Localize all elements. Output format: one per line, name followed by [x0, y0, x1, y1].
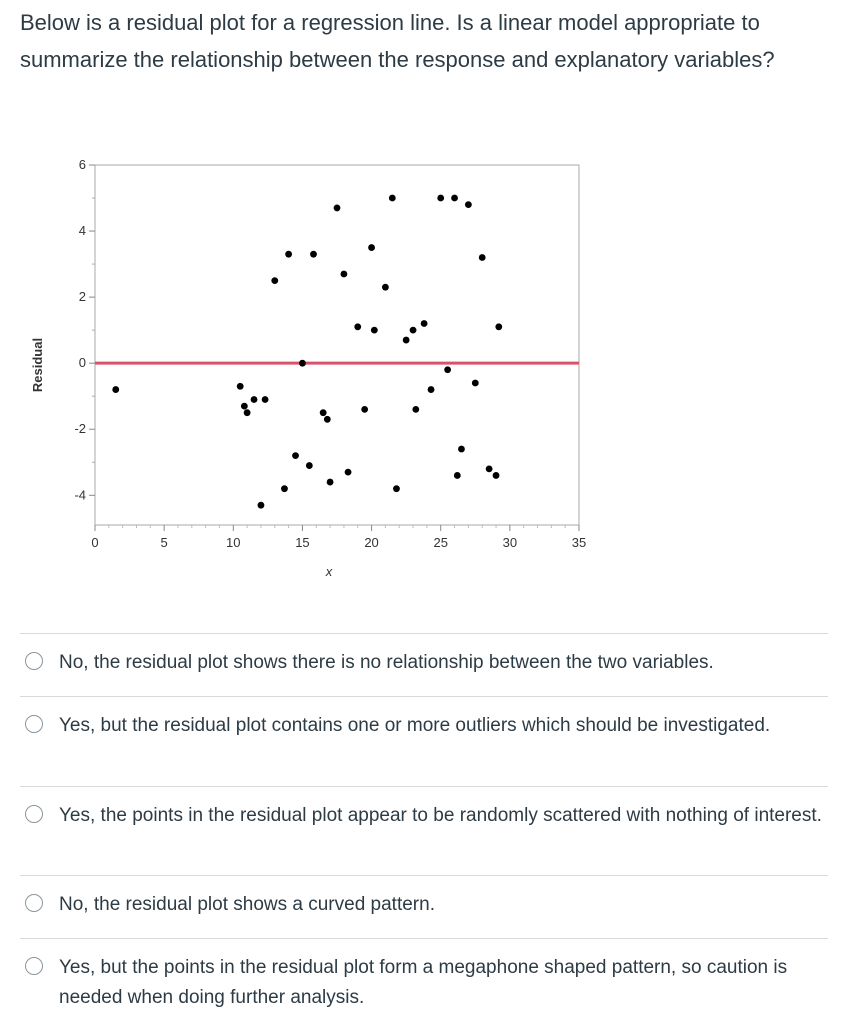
answer-option-3[interactable]: Yes, the points in the residual plot app…: [20, 786, 828, 875]
y-tick-label-2: 2: [79, 289, 86, 304]
data-point-24: [370, 326, 378, 334]
data-point-11: [292, 452, 299, 460]
radio-button-1[interactable]: [25, 652, 43, 670]
answer-option-1[interactable]: No, the residual plot shows there is no …: [20, 633, 828, 696]
answer-option-5[interactable]: Yes, but the points in the residual plot…: [20, 938, 828, 1028]
data-point-34: [444, 366, 452, 374]
radio-button-2[interactable]: [25, 715, 43, 733]
data-point-2: [236, 382, 244, 390]
data-point-4: [243, 409, 251, 417]
radio-button-4[interactable]: [25, 894, 43, 912]
x-axis-label: x: [325, 564, 333, 579]
x-tick-label-35: 35: [572, 535, 586, 550]
data-point-32: [427, 386, 435, 393]
data-point-13: [305, 462, 313, 469]
data-point-8: [271, 277, 279, 284]
y-tick-label-0: 0: [79, 355, 86, 370]
plot-frame: [94, 164, 580, 526]
data-point-36: [453, 472, 461, 479]
x-tick-label-15: 15: [295, 535, 309, 550]
y-tick-label--4: -4: [74, 487, 86, 502]
data-point-22: [361, 406, 369, 413]
x-tick-label-10: 10: [226, 535, 240, 550]
data-point-26: [388, 194, 396, 202]
data-point-7: [257, 501, 265, 509]
data-point-31: [420, 320, 428, 327]
data-point-23: [368, 244, 375, 251]
data-point-38: [464, 201, 472, 209]
answer-label-3: Yes, the points in the residual plot app…: [59, 805, 822, 826]
data-point-5: [250, 396, 258, 403]
data-point-33: [437, 194, 445, 202]
y-tick-label-6: 6: [79, 157, 86, 172]
x-tick-label-20: 20: [364, 535, 378, 550]
question-text: Below is a residual plot for a regressio…: [20, 10, 775, 72]
data-point-29: [409, 326, 417, 334]
data-point-16: [323, 415, 331, 423]
data-point-1: [112, 386, 120, 393]
data-point-40: [478, 254, 486, 261]
x-tick-label-5: 5: [161, 535, 168, 550]
data-point-20: [344, 468, 352, 476]
data-point-18: [333, 204, 341, 212]
data-point-41: [485, 465, 493, 473]
radio-button-3[interactable]: [25, 805, 43, 823]
data-point-43: [495, 323, 503, 331]
data-point-27: [393, 485, 400, 493]
answer-option-2[interactable]: Yes, but the residual plot contains one …: [20, 696, 828, 786]
data-point-25: [382, 283, 389, 291]
data-point-12: [299, 359, 306, 367]
answer-option-4[interactable]: No, the residual plot shows a curved pat…: [20, 875, 828, 938]
data-point-3: [240, 402, 248, 410]
data-point-42: [492, 472, 500, 479]
data-point-6: [261, 396, 269, 403]
x-tick-label-30: 30: [503, 535, 517, 550]
data-point-28: [402, 336, 410, 344]
data-point-39: [471, 379, 479, 387]
data-point-30: [412, 406, 420, 413]
data-point-9: [281, 485, 288, 493]
y-axis-label: Residual: [30, 338, 45, 392]
y-tick-label--2: -2: [74, 421, 86, 436]
answer-label-2: Yes, but the residual plot contains one …: [59, 715, 771, 736]
answer-label-5: Yes, but the points in the residual plot…: [59, 957, 788, 1008]
data-point-17: [326, 478, 334, 486]
data-point-19: [340, 270, 348, 278]
answer-list: No, the residual plot shows there is no …: [20, 633, 828, 1028]
data-point-37: [458, 445, 465, 453]
data-point-10: [285, 250, 292, 258]
data-point-21: [354, 323, 362, 331]
data-point-35: [451, 194, 458, 202]
data-point-15: [319, 409, 327, 417]
answer-label-1: No, the residual plot shows there is no …: [59, 652, 714, 673]
x-tick-label-25: 25: [433, 535, 447, 550]
answer-label-4: No, the residual plot shows a curved pat…: [59, 894, 435, 915]
data-point-14: [310, 250, 317, 258]
y-tick-label-4: 4: [79, 223, 86, 238]
x-tick-label-0: 0: [91, 535, 98, 550]
radio-button-5[interactable]: [25, 957, 43, 975]
